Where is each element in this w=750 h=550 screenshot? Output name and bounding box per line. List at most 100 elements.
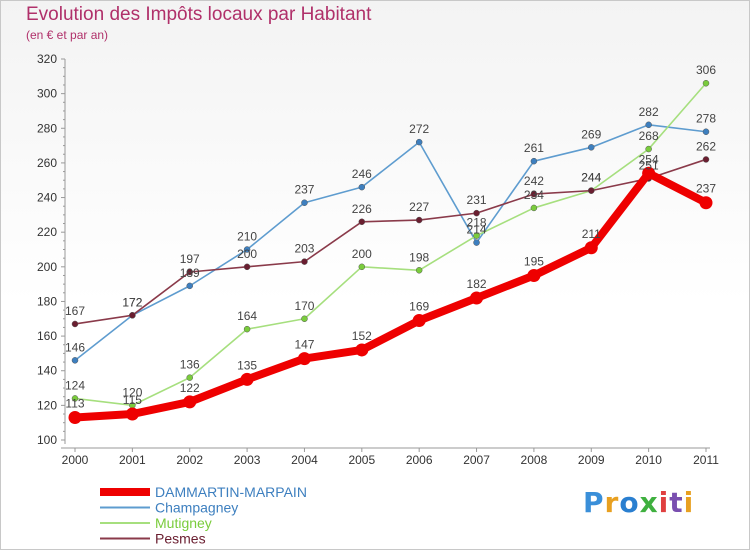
data-point-pesmes xyxy=(415,216,423,224)
data-point-champagney xyxy=(186,282,193,290)
brand-letter: i xyxy=(658,486,670,519)
data-point-pesmes xyxy=(71,320,79,328)
legend-label-mutigney: Mutigney xyxy=(155,515,212,531)
data-label-pesmes: 251 xyxy=(639,158,659,172)
data-point-mutigney xyxy=(530,204,538,212)
y-tick-label: 240 xyxy=(37,191,57,205)
data-label-pesmes: 262 xyxy=(696,139,716,153)
legend-label-dammartin-marpain: DAMMARTIN-MARPAIN xyxy=(155,484,307,500)
series-line-mutigney xyxy=(74,82,707,407)
data-point-mutigney xyxy=(415,267,423,274)
data-point-champagney xyxy=(702,128,710,135)
data-label-pesmes: 167 xyxy=(65,304,85,318)
data-label-dammartin-marpain: 169 xyxy=(409,300,429,314)
data-point-dammartin-marpain xyxy=(297,352,311,366)
data-label-mutigney: 120 xyxy=(122,385,142,399)
data-point-pesmes xyxy=(186,268,193,276)
data-point-pesmes xyxy=(301,258,308,265)
x-tick-label: 2006 xyxy=(406,453,433,467)
legend-label-pesmes: Pesmes xyxy=(155,531,206,547)
data-point-champagney xyxy=(473,239,480,246)
data-label-dammartin-marpain: 182 xyxy=(467,277,487,291)
data-point-champagney xyxy=(358,183,366,191)
data-label-pesmes: 242 xyxy=(524,174,544,188)
data-point-dammartin-marpain xyxy=(584,241,598,255)
data-label-champagney: 272 xyxy=(409,122,429,136)
series-line-pesmes xyxy=(74,158,707,325)
brand-letter: t xyxy=(669,486,684,519)
data-label-dammartin-marpain: 115 xyxy=(123,393,142,407)
data-label-pesmes: 227 xyxy=(409,200,429,214)
data-point-champagney xyxy=(243,246,251,253)
data-label-mutigney: 268 xyxy=(639,129,659,143)
data-label-dammartin-marpain: 152 xyxy=(352,329,372,343)
x-tick-label: 2001 xyxy=(119,453,146,467)
data-label-champagney: 269 xyxy=(581,127,601,141)
data-labels-layer: 146 172 189 210 237 246 272 214 261 269 282 278 124 1… xyxy=(65,63,716,410)
data-point-champagney xyxy=(301,199,308,206)
data-point-mutigney xyxy=(243,325,251,333)
x-tick-label: 2004 xyxy=(291,453,318,467)
data-label-champagney: 172 xyxy=(122,295,142,309)
data-label-mutigney: 234 xyxy=(524,188,544,202)
x-tick-label: 2009 xyxy=(578,453,605,467)
data-point-pesmes xyxy=(358,218,366,226)
chart-legend: DAMMARTIN-MARPAINChampagneyMutigneyPesme… xyxy=(100,484,307,547)
data-label-dammartin-marpain: 113 xyxy=(65,396,84,410)
data-point-mutigney xyxy=(71,395,79,402)
series-champagney xyxy=(71,121,710,364)
brand-letter: P xyxy=(583,486,605,519)
data-label-champagney: 261 xyxy=(524,141,544,155)
data-point-mutigney xyxy=(301,315,308,323)
y-tick-label: 260 xyxy=(37,156,57,170)
x-tick-label: 2003 xyxy=(234,453,261,467)
data-label-mutigney: 218 xyxy=(467,216,487,230)
data-label-mutigney: 164 xyxy=(237,309,257,323)
data-point-pesmes xyxy=(243,263,251,271)
y-tick-label: 280 xyxy=(37,121,57,135)
y-tick-label: 200 xyxy=(37,260,57,274)
y-tick-label: 180 xyxy=(37,294,57,308)
data-label-dammartin-marpain: 211 xyxy=(582,227,601,241)
data-label-dammartin-marpain: 135 xyxy=(237,358,257,372)
data-point-dammartin-marpain xyxy=(527,268,541,282)
data-point-champagney xyxy=(71,357,79,364)
data-label-champagney: 282 xyxy=(639,105,659,119)
x-tick-label: 2011 xyxy=(693,453,719,467)
y-tick-label: 300 xyxy=(37,87,57,101)
data-label-mutigney: 198 xyxy=(409,250,429,264)
data-label-champagney: 146 xyxy=(65,340,85,354)
series-line-dammartin-marpain xyxy=(71,169,710,422)
legend-label-champagney: Champagney xyxy=(155,500,238,516)
data-label-champagney: 189 xyxy=(180,266,200,280)
x-tick-label: 2000 xyxy=(62,453,89,467)
y-tick-label: 100 xyxy=(37,433,57,447)
data-point-champagney xyxy=(645,121,652,129)
x-tick-label: 2008 xyxy=(521,453,548,467)
x-tick-label: 2010 xyxy=(635,453,662,467)
data-label-pesmes: 226 xyxy=(352,202,372,216)
data-point-dammartin-marpain xyxy=(470,291,484,305)
data-point-pesmes xyxy=(702,156,710,163)
data-label-mutigney: 306 xyxy=(696,63,716,77)
data-label-mutigney: 244 xyxy=(581,171,601,185)
data-point-dammartin-marpain xyxy=(642,166,656,180)
data-label-dammartin-marpain: 147 xyxy=(294,338,314,352)
data-point-pesmes xyxy=(588,187,595,194)
data-label-pesmes: 231 xyxy=(467,193,487,207)
series-layer xyxy=(68,79,713,424)
y-tick-label: 320 xyxy=(37,52,57,66)
data-label-mutigney: 200 xyxy=(352,247,372,261)
series-dammartin-marpain xyxy=(68,166,713,424)
data-point-pesmes xyxy=(129,312,136,319)
data-label-pesmes: 244 xyxy=(581,171,601,185)
data-label-mutigney: 124 xyxy=(65,378,85,392)
data-point-dammartin-marpain xyxy=(125,407,139,421)
data-label-champagney: 214 xyxy=(467,223,487,237)
data-point-dammartin-marpain xyxy=(240,372,254,386)
proxiti-logo: Proxiti xyxy=(583,486,694,519)
data-label-mutigney: 170 xyxy=(294,299,314,313)
y-tick-label: 120 xyxy=(37,398,57,412)
